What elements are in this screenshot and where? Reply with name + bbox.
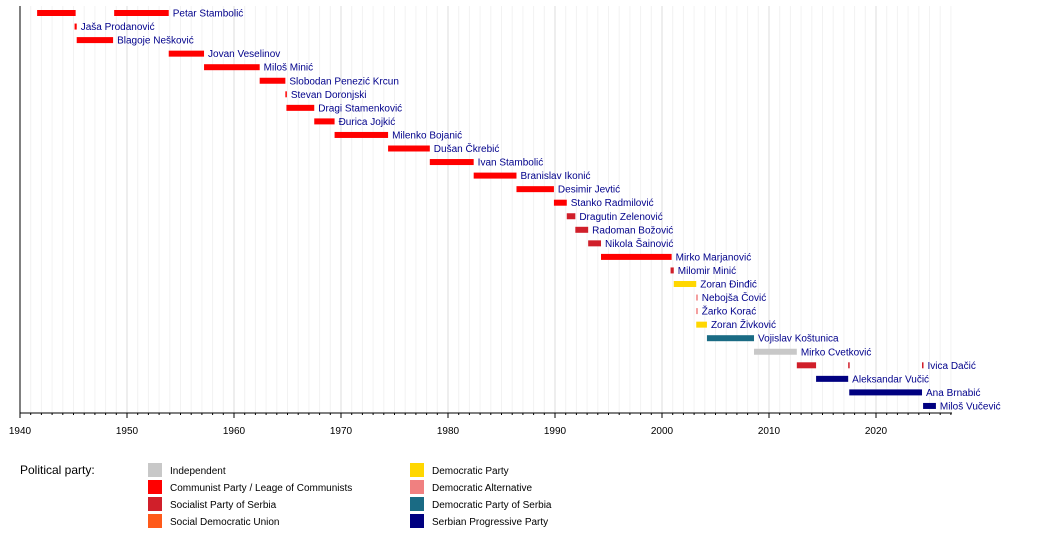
- bar-label: Zoran Đinđić: [700, 280, 757, 291]
- term-bar: [923, 402, 936, 409]
- x-tick-label: 1980: [437, 426, 460, 437]
- bar-label: Blagoje Nešković: [117, 36, 194, 47]
- term-bar: [754, 348, 797, 355]
- bar-label: Dragi Stamenković: [318, 103, 402, 114]
- x-tick-label: 2020: [865, 426, 888, 437]
- legend-label: Democratic Alternative: [432, 483, 532, 494]
- term-bar: [566, 213, 576, 220]
- bar-label: Đurica Jojkić: [339, 117, 396, 128]
- legend-label: Communist Party / Leage of Communists: [170, 483, 352, 494]
- term-bar: [74, 23, 77, 30]
- bar-label: Jaša Prodanović: [81, 22, 155, 33]
- x-tick-label: 1960: [223, 426, 246, 437]
- term-bar: [796, 362, 817, 369]
- bar-labels: Petar Stambolić Jaša Prodanović Blagoje Ne…: [81, 9, 1001, 413]
- bar-label: Desimir Jevtić: [558, 185, 620, 196]
- legend-label: Democratic Party of Serbia: [432, 500, 552, 511]
- bar-label: Zoran Živković: [711, 318, 776, 331]
- bar-label: Žarko Korać: [702, 305, 756, 318]
- legend-swatch: [410, 497, 424, 511]
- legend-label: Serbian Progressive Party: [432, 517, 548, 528]
- party-legend: Political party: Independent Communist Pa…: [20, 463, 552, 528]
- bar-label: Nebojša Čović: [702, 291, 766, 304]
- term-bar: [849, 389, 923, 396]
- bar-label: Dragutin Zelenović: [579, 212, 662, 223]
- legend-label: Social Democratic Union: [170, 517, 280, 528]
- bar-label: Ivan Stambolić: [478, 158, 544, 169]
- bar-label: Slobodan Penezić Krcun: [289, 76, 399, 87]
- term-bar: [553, 199, 567, 206]
- term-bar: [588, 240, 602, 247]
- legend-swatch: [410, 480, 424, 494]
- x-tick-label: 1990: [544, 426, 567, 437]
- legend-title: Political party:: [20, 463, 95, 477]
- bar-label: Milenko Bojanić: [392, 130, 462, 141]
- legend-swatch: [410, 463, 424, 477]
- term-bar: [848, 362, 850, 369]
- term-bar: [575, 226, 589, 233]
- term-bar: [706, 335, 755, 342]
- bar-label: Milomir Minić: [678, 266, 736, 277]
- bar-label: Mirko Cvetković: [801, 347, 872, 358]
- term-bar: [168, 50, 205, 57]
- term-bar: [696, 308, 698, 315]
- term-bar: [76, 37, 114, 44]
- term-bar: [670, 267, 674, 274]
- x-axis: 1940 1950 1960 1970 1980 1990 2000 2010 2020: [9, 6, 952, 437]
- term-bar: [816, 375, 849, 382]
- legend-label: Democratic Party: [432, 466, 509, 477]
- term-bar: [314, 118, 335, 125]
- bar-label: Branislav Ikonić: [520, 171, 590, 182]
- term-bar: [696, 294, 698, 301]
- bar-label: Stevan Doronjski: [291, 90, 367, 101]
- bar-label: Ana Brnabić: [926, 388, 980, 399]
- term-bar: [473, 172, 517, 179]
- bar-label: Miloš Minić: [264, 63, 313, 74]
- term-bar: [673, 281, 697, 287]
- gridlines: [19, 6, 952, 413]
- x-tick-label: 2000: [651, 426, 674, 437]
- term-bar: [696, 321, 707, 328]
- bar-label: Radoman Božović: [592, 225, 673, 236]
- term-bar: [286, 104, 315, 111]
- legend-swatch: [148, 480, 162, 494]
- bar-label: Mirko Marjanović: [676, 252, 752, 263]
- legend-label: Socialist Party of Serbia: [170, 500, 277, 511]
- term-bars: [37, 10, 936, 409]
- bar-label: Ivica Dačić: [928, 361, 976, 372]
- term-bar: [922, 362, 924, 369]
- legend-label: Independent: [170, 466, 226, 477]
- term-bar: [37, 10, 76, 16]
- bar-label: Aleksandar Vučić: [852, 374, 929, 385]
- bar-label: Vojislav Koštunica: [758, 334, 839, 345]
- bar-label: Jovan Veselinov: [208, 49, 280, 60]
- term-bar: [516, 186, 554, 193]
- x-tick-label: 1970: [330, 426, 353, 437]
- bar-label: Stanko Radmilović: [571, 198, 654, 209]
- term-bar: [334, 131, 389, 138]
- term-bar: [429, 159, 474, 166]
- term-bar: [259, 77, 286, 84]
- legend-swatch: [410, 514, 424, 528]
- term-bar: [601, 253, 672, 260]
- x-tick-label: 2010: [758, 426, 781, 437]
- bar-label: Dušan Čkrebić: [434, 142, 500, 155]
- term-bar: [204, 64, 260, 71]
- bar-label: Petar Stambolić: [173, 9, 244, 20]
- bar-label: Nikola Šainović: [605, 237, 673, 250]
- x-tick-label: 1950: [116, 426, 139, 437]
- legend-swatch: [148, 514, 162, 528]
- legend-swatch: [148, 497, 162, 511]
- term-bar: [285, 91, 287, 98]
- bar-label: Miloš Vučević: [940, 401, 1001, 412]
- term-bar: [114, 10, 169, 16]
- x-tick-label: 1940: [9, 426, 32, 437]
- term-bar: [388, 145, 430, 152]
- legend-swatch: [148, 463, 162, 477]
